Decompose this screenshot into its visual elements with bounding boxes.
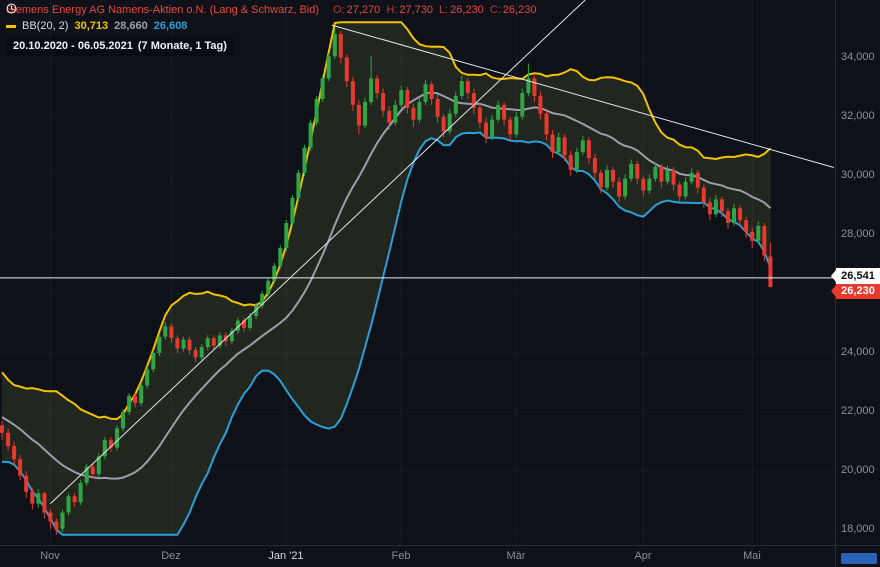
- chart-legend: Siemens Energy AG Namens-Aktien o.N. (La…: [6, 3, 536, 56]
- price-axis-label: 32,000: [841, 110, 875, 122]
- low-value: 26,230: [450, 4, 484, 16]
- price-axis-label: 30,000: [841, 169, 875, 181]
- time-axis[interactable]: Nov Dez Jan '21 Feb Mär Apr Mai: [0, 545, 835, 567]
- instrument-name: Siemens Energy AG Namens-Aktien o.N. (La…: [6, 4, 320, 16]
- close-label: C:: [489, 4, 501, 16]
- tag-price-text: 26,541: [841, 270, 875, 282]
- time-axis-label: Nov: [40, 550, 60, 562]
- time-axis-label: Apr: [634, 550, 652, 562]
- bollinger-fill: [2, 22, 771, 535]
- bollinger-lower-band[interactable]: [2, 131, 772, 536]
- tag-arrow-icon: [831, 285, 836, 297]
- ascending-trendline[interactable]: [50, 0, 586, 504]
- bb-color-swatch-icon: [6, 25, 16, 28]
- time-axis-label: Jan '21: [268, 550, 304, 562]
- price-axis-label: 34,000: [841, 51, 875, 63]
- plot-area[interactable]: Siemens Energy AG Namens-Aktien o.N. (La…: [0, 0, 835, 545]
- price-axis-label: 28,000: [841, 228, 875, 240]
- indicator-name: BB(20, 2): [22, 20, 69, 32]
- tag-arrow-icon: [831, 270, 836, 282]
- close-value: 26,230: [502, 4, 537, 16]
- descending-trendline[interactable]: [331, 24, 835, 168]
- time-axis-label: Mär: [506, 550, 526, 562]
- date-range-badge: 20.10.2020 - 06.05.2021 (7 Monate, 1 Tag…: [6, 3, 234, 56]
- price-chart[interactable]: [0, 0, 835, 545]
- price-axis-label: 22,000: [841, 405, 875, 417]
- time-axis-label: Dez: [161, 550, 181, 562]
- date-range-duration: (7 Monate, 1 Tag): [137, 40, 227, 52]
- high-value: 27,730: [399, 4, 433, 16]
- bb-middle-value: 28,660: [114, 20, 148, 32]
- clock-icon: [6, 3, 17, 14]
- price-axis-label: 18,000: [841, 523, 875, 535]
- price-axis-label: 20,000: [841, 464, 875, 476]
- corner-accent: [841, 553, 877, 564]
- low-label: L:: [438, 4, 449, 16]
- time-axis-label: Feb: [391, 550, 411, 562]
- price-axis-label: 24,000: [841, 346, 875, 358]
- price-axis[interactable]: 34,000 32,000 30,000 28,000 24,000 22,000 20,0…: [831, 0, 880, 545]
- indicator-legend[interactable]: BB(20, 2) 30,713 28,660 26,608: [6, 19, 536, 34]
- axis-corner: [835, 545, 880, 567]
- instrument-legend[interactable]: Siemens Energy AG Namens-Aktien o.N. (La…: [6, 3, 536, 18]
- bb-upper-value: 30,713: [74, 20, 109, 32]
- bollinger-middle-band[interactable]: [1, 91, 772, 480]
- open-value: 27,270: [346, 4, 381, 16]
- bb-lower-value: 26,608: [153, 20, 188, 32]
- tag-price-text: 26,230: [841, 285, 875, 297]
- candles-layer: [0, 28, 773, 535]
- open-label: O:: [333, 4, 345, 16]
- high-label: H:: [386, 4, 398, 16]
- horizontal-line-price-tag[interactable]: 26,541: [831, 268, 880, 284]
- time-axis-label: Mai: [743, 550, 761, 562]
- date-range-text: 20.10.2020 - 06.05.2021: [13, 40, 133, 52]
- last-price-tag: 26,230: [831, 283, 880, 299]
